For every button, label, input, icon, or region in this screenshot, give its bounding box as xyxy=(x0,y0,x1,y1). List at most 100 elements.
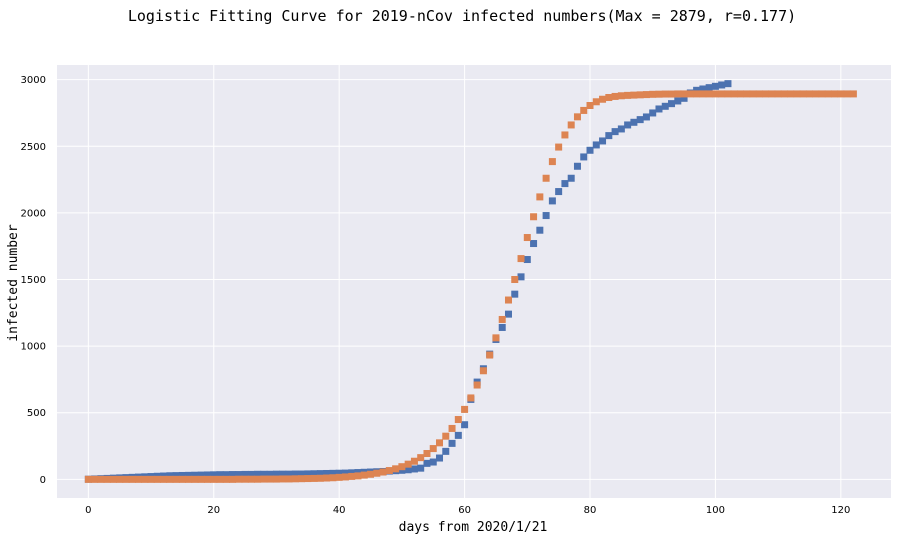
data-point xyxy=(724,80,732,88)
data-point xyxy=(561,131,569,139)
data-point xyxy=(410,457,418,465)
data-point xyxy=(818,90,826,98)
data-point xyxy=(185,475,193,483)
data-point xyxy=(755,90,763,98)
data-point xyxy=(824,90,832,98)
data-point xyxy=(210,475,218,483)
x-tick-label: 0 xyxy=(85,505,91,516)
data-point xyxy=(141,475,149,483)
data-marks xyxy=(84,80,857,483)
data-point xyxy=(128,475,136,483)
data-point xyxy=(279,470,287,478)
data-point xyxy=(216,475,224,483)
data-point xyxy=(335,469,343,477)
data-point xyxy=(486,351,494,359)
data-point xyxy=(160,475,168,483)
data-point xyxy=(567,121,575,129)
data-point xyxy=(178,475,186,483)
data-point xyxy=(423,450,431,457)
data-point xyxy=(605,94,613,102)
data-point xyxy=(448,424,456,432)
data-point xyxy=(849,90,857,98)
data-point xyxy=(285,475,293,483)
data-point xyxy=(241,475,249,483)
data-point xyxy=(454,416,462,424)
data-point xyxy=(649,109,657,117)
data-point xyxy=(254,475,262,483)
data-point xyxy=(254,470,262,478)
data-point xyxy=(229,471,237,479)
data-point xyxy=(686,90,694,98)
data-point xyxy=(843,90,851,98)
data-point xyxy=(135,475,143,483)
x-tick-label: 100 xyxy=(706,505,725,516)
data-point xyxy=(204,471,211,479)
data-point xyxy=(592,141,600,149)
data-point xyxy=(611,128,619,136)
data-point xyxy=(780,90,788,98)
data-point xyxy=(204,475,211,483)
data-point xyxy=(511,290,519,298)
data-point xyxy=(410,465,418,473)
data-point xyxy=(523,256,531,264)
data-point xyxy=(617,125,625,133)
data-point xyxy=(461,405,469,413)
data-point xyxy=(674,97,682,105)
data-point xyxy=(498,323,506,331)
data-point xyxy=(504,310,512,318)
data-point xyxy=(172,475,180,483)
data-point xyxy=(291,475,299,483)
data-point xyxy=(837,90,845,98)
data-point xyxy=(360,471,368,479)
data-point xyxy=(260,475,268,483)
data-point xyxy=(479,367,487,375)
data-point xyxy=(661,102,669,110)
data-point xyxy=(304,475,312,483)
data-point xyxy=(116,475,124,483)
x-tick-label: 40 xyxy=(333,505,346,516)
data-point xyxy=(461,421,469,429)
data-point xyxy=(103,475,111,483)
data-point xyxy=(348,472,356,480)
data-point xyxy=(385,467,393,475)
data-point xyxy=(260,470,268,478)
data-point xyxy=(191,471,199,479)
data-point xyxy=(642,91,650,99)
data-point xyxy=(316,470,324,478)
data-point xyxy=(805,90,813,98)
data-point xyxy=(298,470,306,478)
data-point xyxy=(467,394,475,402)
data-point xyxy=(711,90,719,98)
data-point xyxy=(392,465,400,473)
data-point xyxy=(661,90,669,98)
data-point xyxy=(768,90,776,98)
data-point xyxy=(523,234,531,242)
data-point xyxy=(567,174,575,182)
y-tick-label: 0 xyxy=(40,475,46,486)
y-tick-label: 500 xyxy=(27,408,46,419)
data-point xyxy=(536,226,544,234)
data-point xyxy=(329,474,337,482)
data-point xyxy=(762,90,770,98)
data-point xyxy=(649,90,657,98)
data-point xyxy=(699,90,707,98)
data-point xyxy=(272,470,280,478)
data-point xyxy=(109,475,117,483)
data-point xyxy=(793,90,801,98)
data-point xyxy=(404,466,412,474)
data-point xyxy=(166,472,174,480)
data-point xyxy=(812,90,820,98)
data-point xyxy=(298,475,306,483)
data-point xyxy=(247,475,255,483)
data-point xyxy=(787,90,795,98)
data-point xyxy=(473,381,481,389)
data-point xyxy=(668,100,676,108)
y-axis-label: infected number xyxy=(6,224,21,342)
data-point xyxy=(724,90,732,98)
data-point xyxy=(536,193,544,201)
data-point xyxy=(454,431,462,439)
data-point xyxy=(630,91,638,99)
data-point xyxy=(97,475,105,483)
data-point xyxy=(172,472,180,480)
